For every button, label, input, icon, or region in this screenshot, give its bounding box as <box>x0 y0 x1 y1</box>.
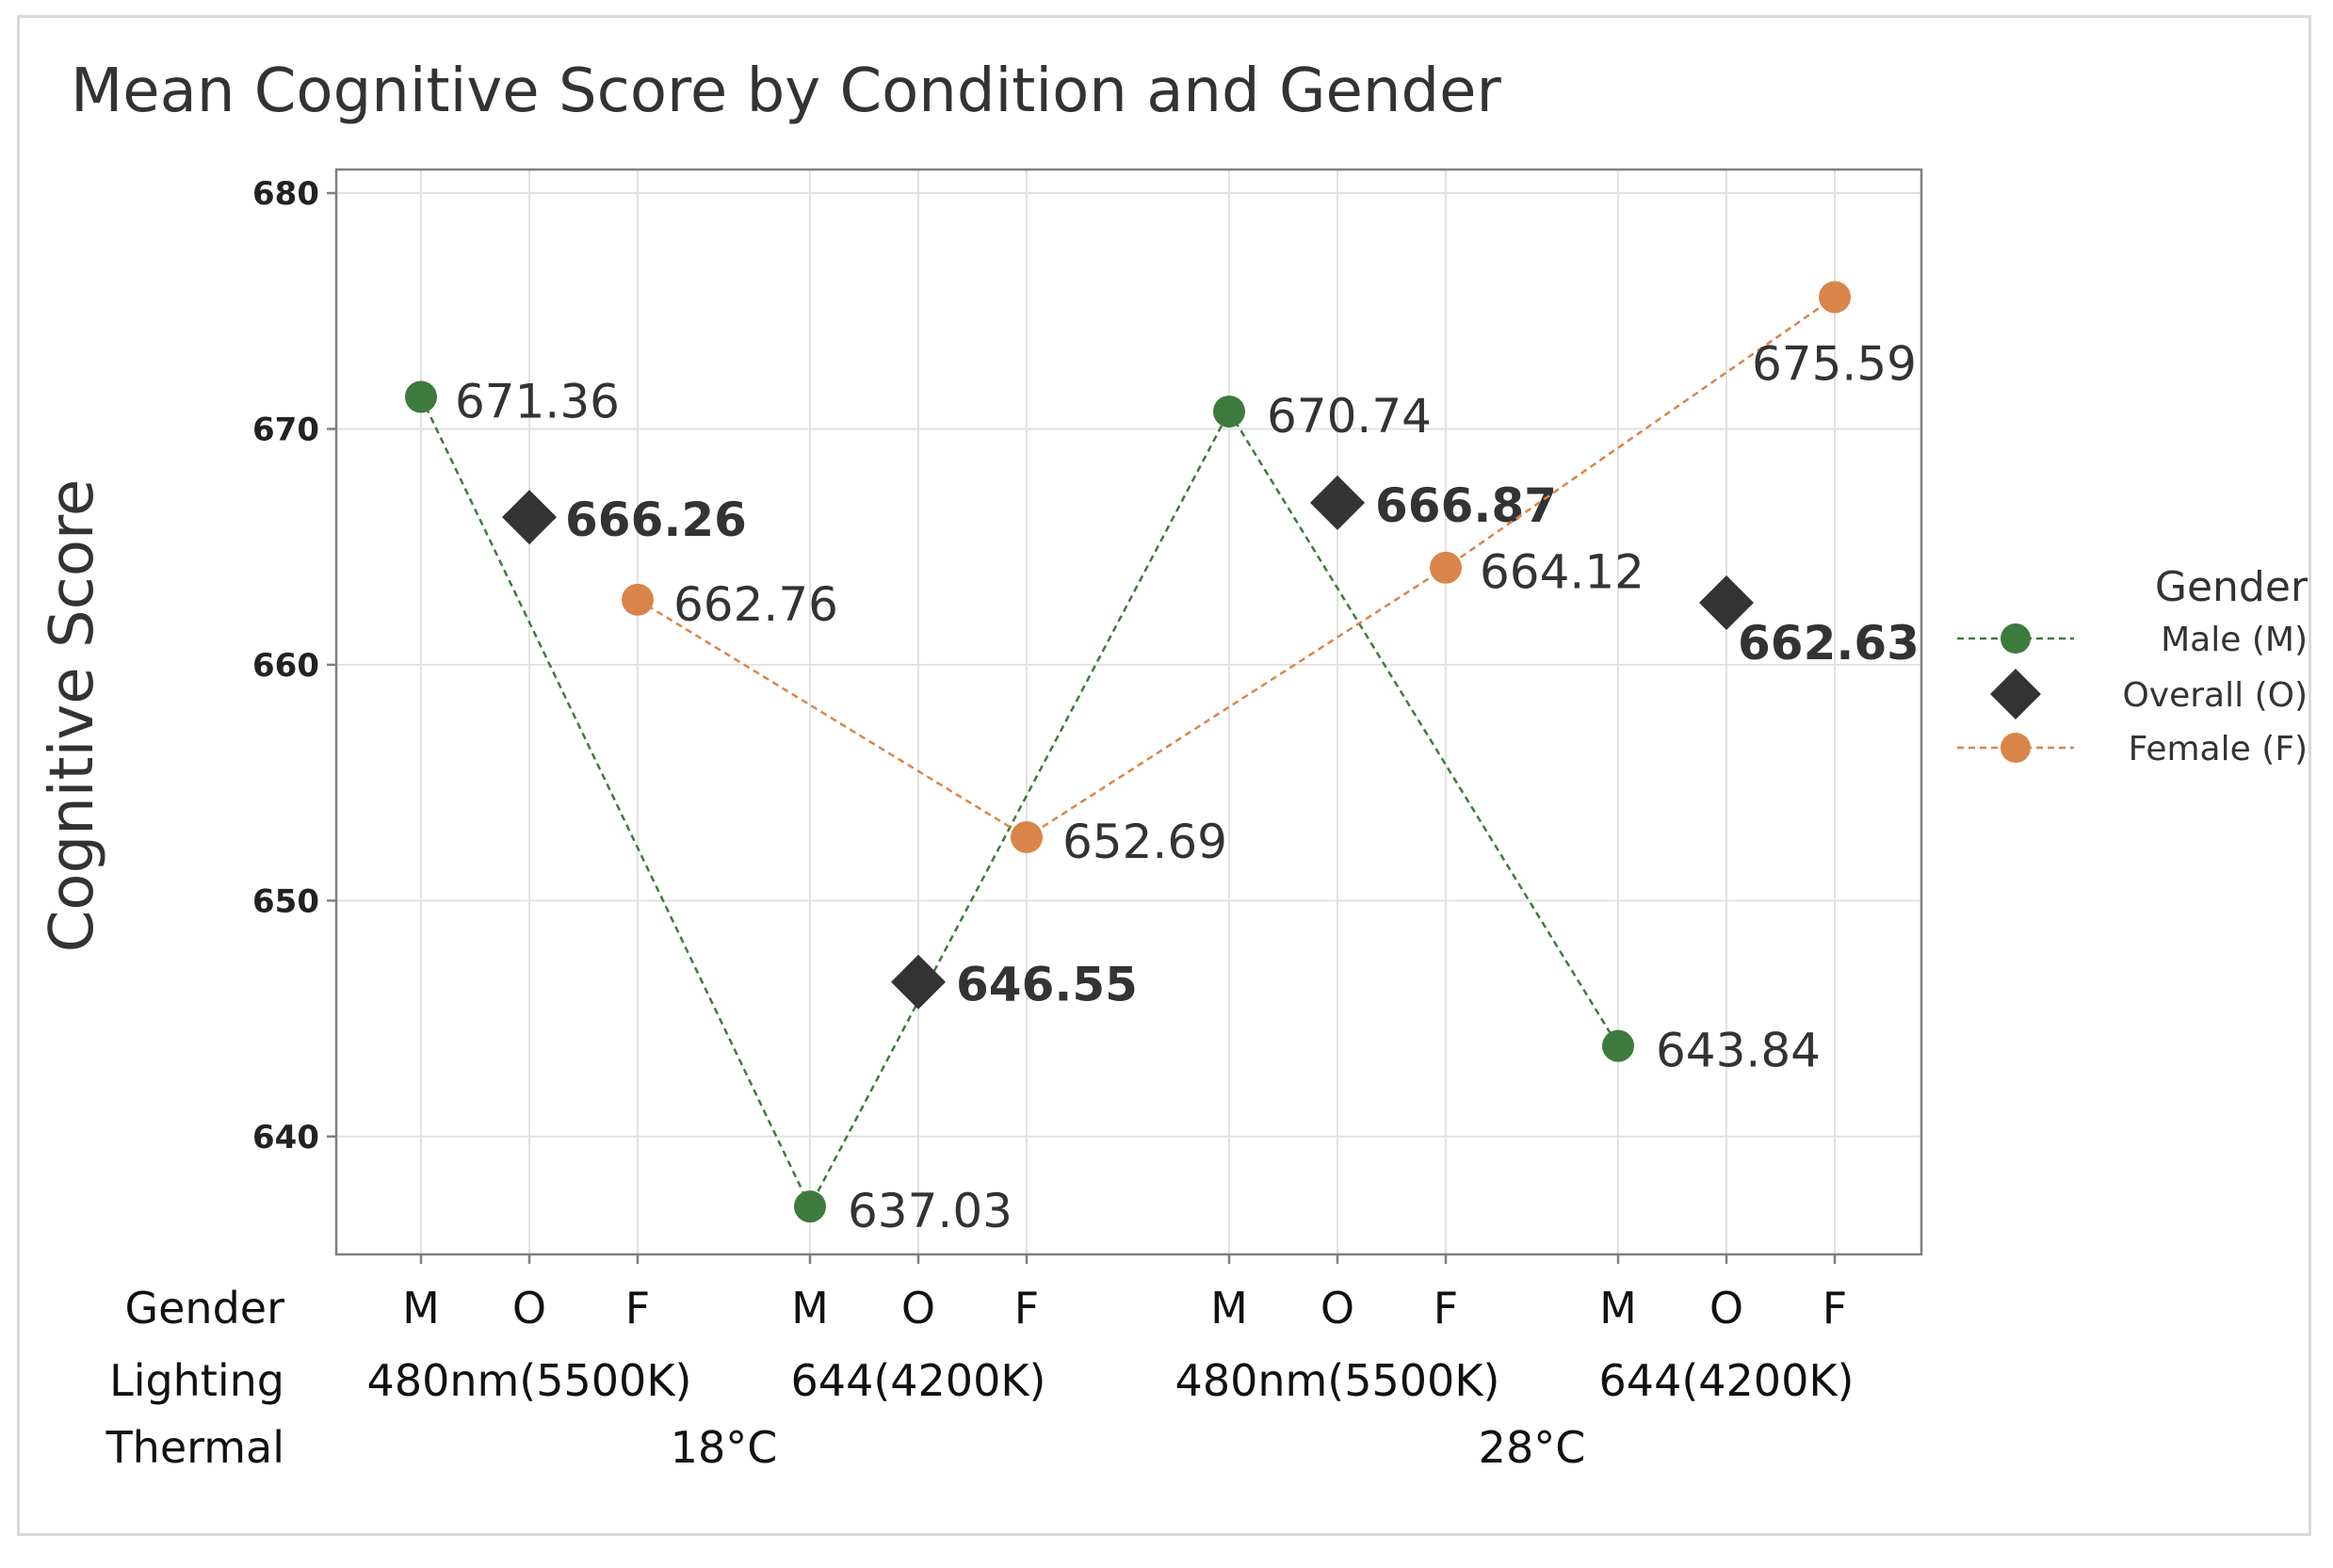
series-line-m <box>419 396 1620 1209</box>
data-point-o <box>891 954 946 1010</box>
x-tick-label: O <box>512 1283 546 1334</box>
legend: Gender Male (M) Overall (O) Female (F) <box>1957 563 2309 768</box>
lighting-group-label: 644(4200K) <box>791 1355 1046 1406</box>
lighting-group-label: 480nm(5500K) <box>367 1355 692 1406</box>
y-axis-label: Cognitive Score <box>38 479 107 953</box>
data-label-m: 671.36 <box>455 374 620 428</box>
lighting-group-label: 480nm(5500K) <box>1175 1355 1500 1406</box>
x-tick-label: M <box>791 1283 829 1334</box>
data-label-o: 666.87 <box>1375 478 1557 533</box>
data-label-f: 664.12 <box>1480 545 1644 600</box>
y-tick-label: 650 <box>252 882 319 920</box>
plot-border <box>334 168 1923 1256</box>
y-tick-label: 660 <box>252 647 319 685</box>
data-point-o <box>1310 475 1365 530</box>
data-label-m: 643.84 <box>1656 1024 1821 1078</box>
chart-title: Mean Cognitive Score by Condition and Ge… <box>71 57 1501 126</box>
x-tick-label: M <box>1599 1283 1637 1334</box>
lighting-group-label: 644(4200K) <box>1599 1355 1855 1406</box>
legend-item-label: Female (F) <box>2129 730 2308 768</box>
x-tick-label: F <box>1434 1283 1458 1334</box>
data-point-f <box>1819 281 1851 314</box>
chart-frame <box>17 15 2311 1536</box>
legend-marker <box>2001 623 2031 654</box>
y-tick-label: 670 <box>252 411 319 448</box>
data-point-o <box>502 490 557 545</box>
x-tick-label: F <box>625 1283 650 1334</box>
data-point-o <box>1699 575 1754 631</box>
legend-marker <box>1990 669 2041 719</box>
x-tick-label: F <box>1014 1283 1039 1334</box>
data-label-o: 646.55 <box>956 958 1138 1012</box>
thermal-group-label: 18°C <box>671 1422 778 1473</box>
data-point-m <box>405 380 437 413</box>
data-point-f <box>1430 551 1462 584</box>
data-label-m: 637.03 <box>848 1184 1013 1238</box>
legend-item-label: Male (M) <box>2161 621 2308 659</box>
x-tick-label: O <box>1320 1283 1354 1334</box>
x-tick-label: O <box>901 1283 935 1334</box>
x-tick-label: M <box>402 1283 440 1334</box>
row-label-gender: Gender <box>124 1283 284 1334</box>
x-tick-label: M <box>1210 1283 1248 1334</box>
plot-background <box>336 170 1921 1254</box>
data-point-f <box>622 583 654 616</box>
data-label-f: 662.76 <box>673 577 838 632</box>
data-label-o: 666.26 <box>565 493 747 547</box>
plot-area: 640 650 660 670 680 671.36 637.03 670.74 643.84 6… <box>252 168 1923 1264</box>
series-line-f <box>637 296 1836 839</box>
legend-marker <box>2001 733 2031 763</box>
category-axis: Gender Lighting Thermal M O F M O F M O F M O F 480n… <box>105 1283 1855 1473</box>
row-label-lighting: Lighting <box>109 1355 284 1406</box>
data-label-m: 670.74 <box>1267 389 1432 444</box>
data-label-f: 675.59 <box>1752 336 1917 391</box>
thermal-group-label: 28°C <box>1479 1422 1586 1473</box>
data-label-o: 662.63 <box>1738 616 1920 671</box>
data-point-f <box>1011 820 1043 853</box>
row-label-thermal: Thermal <box>105 1422 284 1473</box>
x-tick-label: F <box>1823 1283 1847 1334</box>
legend-item-label: Overall (O) <box>2122 676 2308 715</box>
data-point-m <box>1213 395 1245 428</box>
data-label-f: 652.69 <box>1062 815 1227 869</box>
x-tick-label: O <box>1709 1283 1743 1334</box>
y-tick-label: 640 <box>252 1119 319 1156</box>
y-tick-label: 680 <box>252 175 319 213</box>
legend-title: Gender <box>2155 563 2309 611</box>
data-point-m <box>1602 1029 1634 1062</box>
data-point-m <box>794 1190 826 1223</box>
